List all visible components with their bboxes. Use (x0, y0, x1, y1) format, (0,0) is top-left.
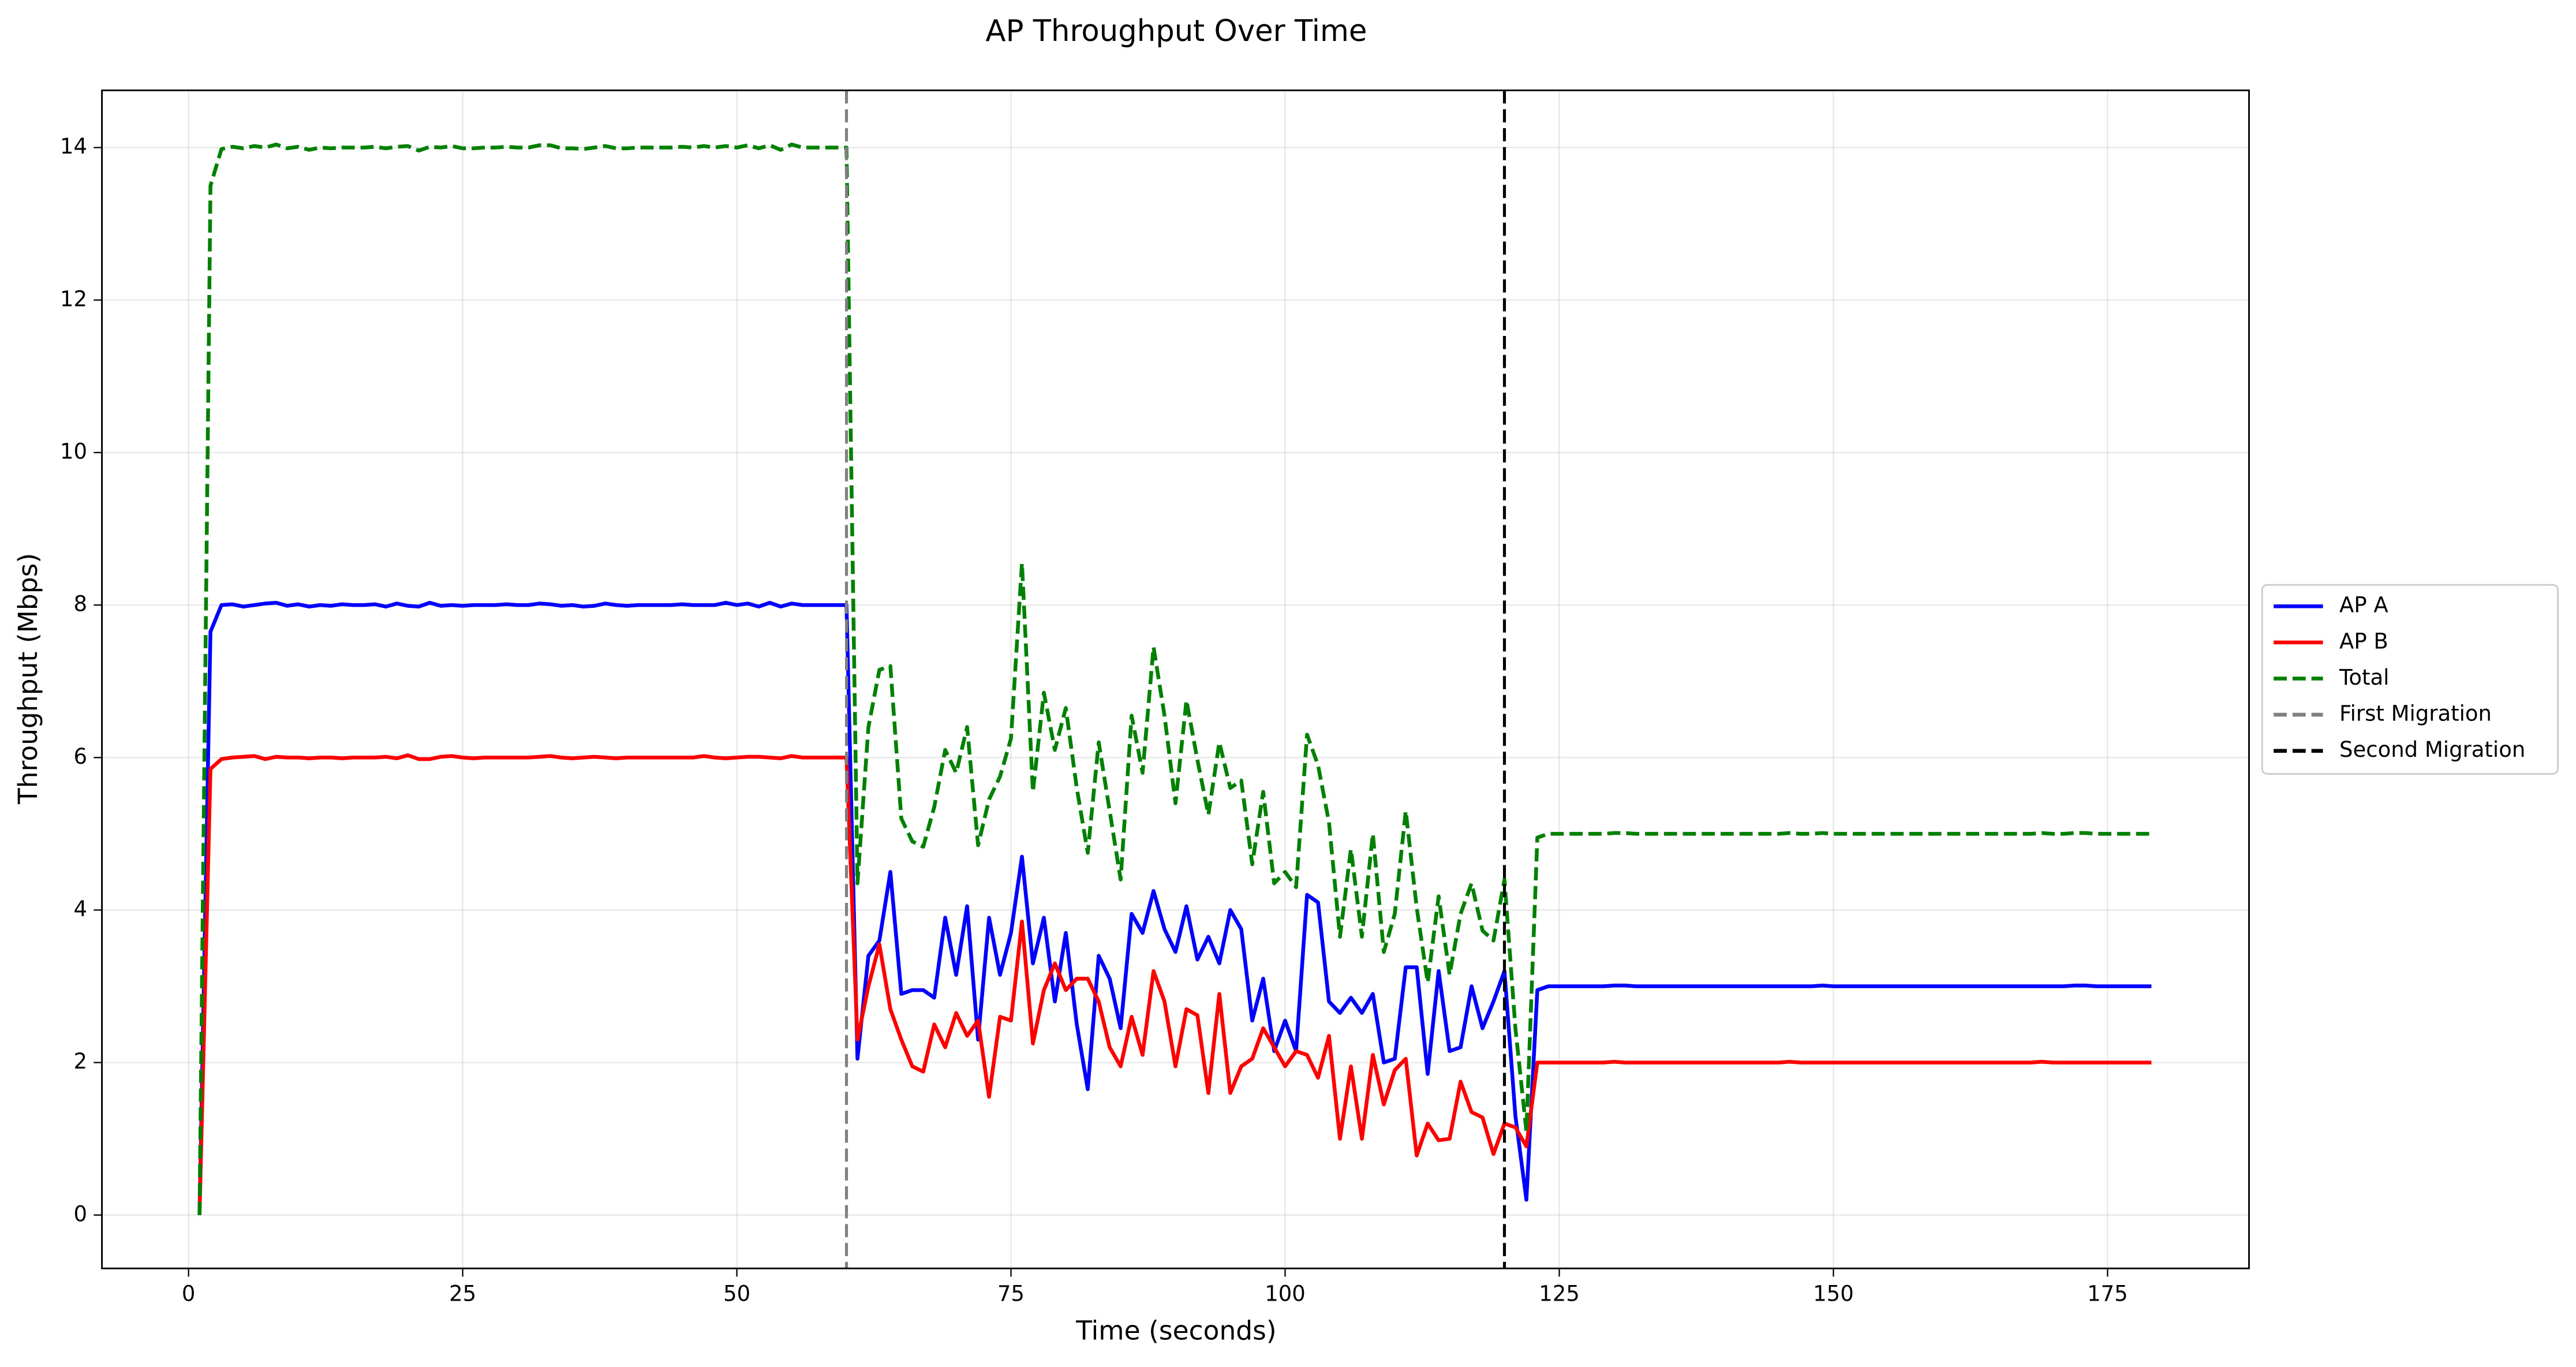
x-tick-label: 175 (2087, 1281, 2128, 1306)
x-axis-label: Time (seconds) (1075, 1316, 1276, 1346)
y-tick-label: 10 (60, 439, 87, 464)
legend-box (2261, 584, 2559, 775)
x-tick-label: 75 (997, 1281, 1025, 1306)
x-tick-label: 125 (1539, 1281, 1580, 1306)
legend-label: Total (2339, 665, 2389, 690)
y-axis-label: Throughput (Mbps) (13, 553, 43, 805)
series-line (197, 143, 2152, 1215)
y-tick-label: 12 (60, 286, 87, 311)
x-tick-label: 25 (449, 1281, 476, 1306)
y-tick-label: 8 (73, 592, 87, 617)
chart-title: AP Throughput Over Time (986, 14, 1367, 48)
x-tick-label: 150 (1813, 1281, 1854, 1306)
y-tick-label: 14 (60, 134, 87, 159)
legend-label: AP A (2339, 593, 2388, 618)
series-line (197, 753, 2152, 1215)
y-tick-label: 6 (73, 744, 87, 769)
series-line (197, 600, 2152, 1215)
x-tick-label: 0 (182, 1281, 196, 1306)
legend-label: AP B (2339, 629, 2388, 653)
y-tick-label: 0 (73, 1201, 87, 1226)
y-tick-label: 2 (73, 1049, 87, 1074)
x-tick-label: 50 (723, 1281, 750, 1306)
legend-label: Second Migration (2339, 737, 2525, 762)
x-tick-label: 100 (1265, 1281, 1306, 1306)
y-tick-label: 4 (73, 897, 87, 921)
legend-label: First Migration (2339, 701, 2492, 726)
plot-frame (101, 89, 2250, 1269)
